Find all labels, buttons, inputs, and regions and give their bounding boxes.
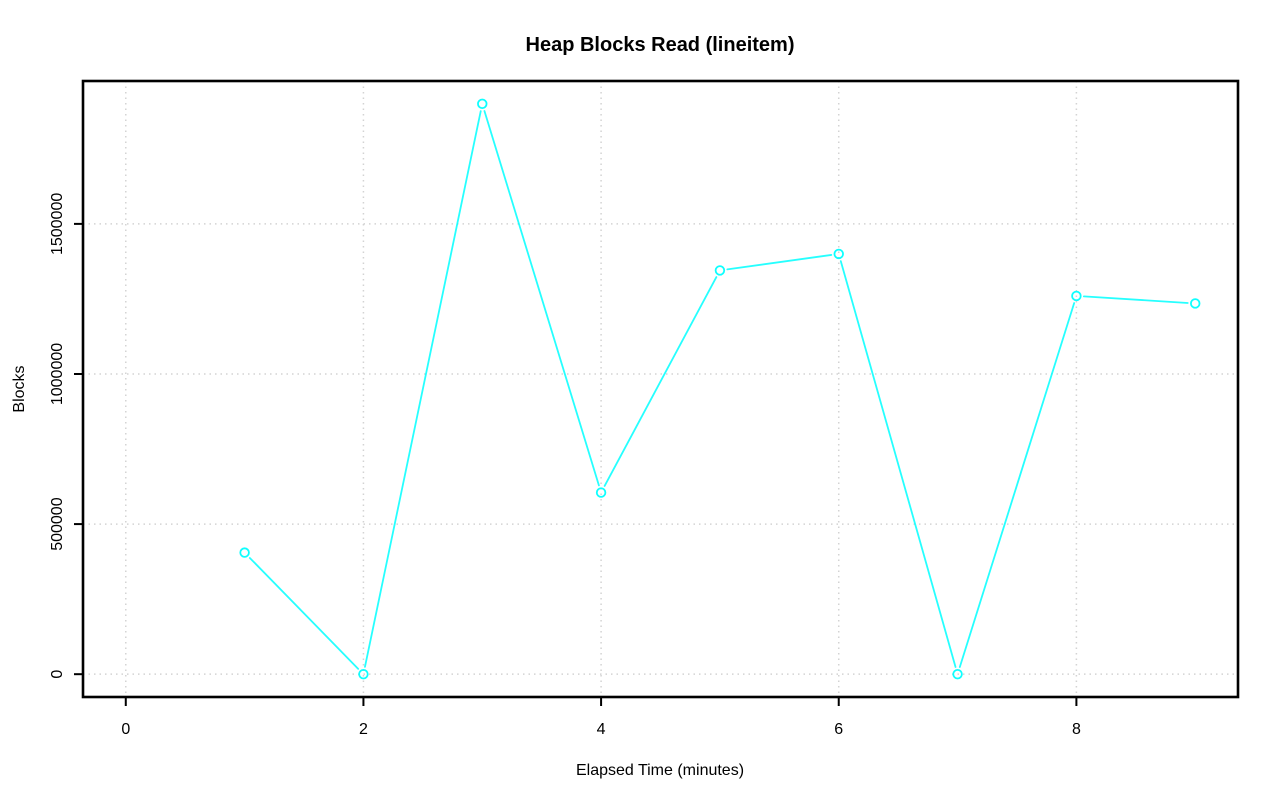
data-point-marker [595,487,607,498]
y-axis-ticks: 0 500000 1000000 1500000 [49,193,83,679]
series-line-segment [958,302,1076,668]
y-tick-label: 1000000 [49,343,66,405]
x-tick-label: 8 [1072,721,1081,738]
data-point-marker [477,98,488,110]
series-line-segment [839,260,957,668]
x-tick-label: 4 [597,721,606,738]
y-axis-title: Blocks [11,365,28,412]
series-line-segment [1082,295,1189,304]
series-line-segment [248,557,360,670]
data-point-marker [833,248,844,260]
series-line-segment [483,110,600,487]
data-series [239,98,1201,680]
x-tick-label: 6 [834,721,843,738]
data-point-marker [1190,298,1201,309]
plot-box [81,79,1240,699]
data-point-marker [952,668,963,680]
series-line-segment [364,110,482,668]
x-tick-label: 0 [121,721,130,738]
data-point-marker [1071,290,1082,302]
data-point-marker [358,668,369,680]
y-tick-label: 1500000 [49,193,66,255]
chart-title: Heap Blocks Read (lineitem) [526,34,795,56]
x-tick-label: 2 [359,721,368,738]
y-tick-label: 500000 [49,497,66,550]
data-point-marker [714,265,726,276]
data-point-marker [239,547,250,558]
y-tick-label: 0 [49,670,66,679]
series-line-segment [726,254,833,271]
grid-layer [83,81,1238,697]
x-axis-ticks: 0 2 4 6 8 [121,697,1081,738]
x-axis-title: Elapsed Time (minutes) [576,762,744,779]
series-line-segment [603,276,718,487]
